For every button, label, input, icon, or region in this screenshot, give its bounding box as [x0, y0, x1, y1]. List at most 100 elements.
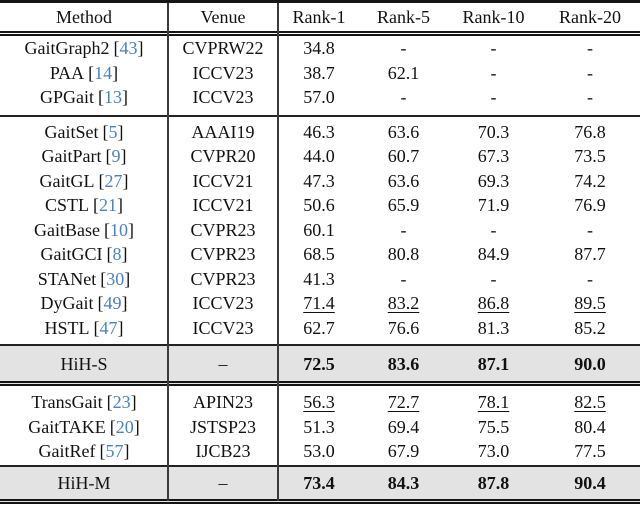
method-cell: HiH-M — [57, 472, 111, 493]
col-header-rank20: Rank-20 — [559, 7, 621, 27]
rank10-value: 73.0 — [477, 441, 510, 462]
venue-cell: – — [218, 353, 228, 374]
table-row: GaitRef [57] IJCB23 53.0 67.9 73.0 77.5 — [0, 439, 640, 464]
rank10-value: 78.1 — [477, 392, 510, 413]
rank5-value: 62.1 — [387, 62, 420, 83]
method-name: GaitGCI — [40, 244, 103, 265]
rank10-value: - — [490, 87, 497, 108]
venue-cell: AAAI19 — [191, 121, 255, 142]
citation-link[interactable]: [20] — [109, 416, 140, 437]
col-header-rank5: Rank-5 — [377, 7, 430, 27]
venue-cell: CVPR23 — [190, 244, 256, 265]
rank1-value: 50.6 — [303, 195, 335, 216]
table-section-3: TransGait [23] APIN23 56.3 72.7 78.1 82.5… — [0, 386, 640, 467]
rank5-value: 80.8 — [387, 244, 420, 265]
table-row: GaitSet [5] AAAI19 46.3 63.6 70.3 76.8 — [0, 120, 640, 145]
method-cell: DyGait [49] — [0, 294, 168, 312]
citation-link[interactable]: [10] — [103, 219, 134, 240]
venue-cell: JSTSP23 — [189, 416, 257, 437]
citation-link[interactable]: [47] — [93, 317, 124, 338]
table-header-row: Method Venue Rank-1 Rank-5 Rank-10 Rank-… — [0, 0, 640, 36]
rank20-value: 77.5 — [574, 441, 606, 462]
rank20-value: 82.5 — [574, 392, 606, 413]
method-cell: GPGait [13] — [0, 88, 168, 106]
citation-number: 23 — [112, 392, 131, 413]
method-name: STANet — [37, 268, 97, 289]
citation-number: 47 — [99, 317, 118, 338]
rank1-value: 68.5 — [303, 244, 335, 265]
table-row: HSTL [47] ICCV23 62.7 76.6 81.3 85.2 — [0, 316, 640, 341]
method-cell: GaitPart [9] — [0, 147, 168, 165]
venue-cell: ICCV21 — [192, 170, 254, 191]
venue-cell: CVPR20 — [190, 146, 256, 167]
citation-link[interactable]: [5] — [102, 121, 124, 142]
citation-link[interactable]: [27] — [98, 170, 129, 191]
method-name: CSTL — [44, 195, 89, 216]
method-name: GaitBase — [34, 219, 100, 240]
rank1-value: 60.1 — [303, 219, 335, 240]
rank20-value: - — [587, 62, 593, 83]
table-row: CSTL [21] ICCV21 50.6 65.9 71.9 76.9 — [0, 193, 640, 218]
citation-link[interactable]: [13] — [98, 87, 128, 108]
rank20-value: 74.2 — [574, 170, 606, 191]
method-cell: GaitSet [5] — [0, 123, 168, 141]
rank5-value: 83.2 — [387, 293, 420, 314]
method-name: GaitTAKE — [28, 416, 106, 437]
citation-link[interactable]: [49] — [97, 293, 128, 314]
rank10-value: 71.9 — [477, 195, 510, 216]
col-header-method: Method — [56, 7, 112, 27]
rank10-value: 87.1 — [477, 353, 510, 374]
rank20-value: 73.5 — [574, 146, 606, 167]
citation-link[interactable]: [21] — [93, 195, 123, 216]
method-name: GaitRef — [38, 441, 96, 462]
citation-number: 13 — [104, 87, 122, 108]
rank5-value: 72.7 — [387, 392, 420, 413]
rank1-value: 56.3 — [303, 392, 335, 413]
method-name: GaitPart — [41, 146, 102, 167]
table-row: GaitGCI [8] CVPR23 68.5 80.8 84.9 87.7 — [0, 242, 640, 267]
rank1-value: 47.3 — [303, 170, 335, 191]
col-header-rank1: Rank-1 — [292, 7, 346, 27]
rank10-value: 75.5 — [477, 416, 510, 437]
table-row: GaitTAKE [20] JSTSP23 51.3 69.4 75.5 80.4 — [0, 415, 640, 440]
rank5-value: 84.3 — [387, 472, 420, 493]
rank5-value: 60.7 — [387, 146, 420, 167]
method-cell: CSTL [21] — [0, 196, 168, 214]
citation-link[interactable]: [30] — [100, 268, 131, 289]
rank10-value: - — [490, 268, 497, 289]
rank5-value: - — [400, 87, 407, 108]
rank10-value: 81.3 — [477, 317, 510, 338]
citation-link[interactable]: [9] — [105, 146, 127, 167]
rank1-value: 51.3 — [303, 416, 335, 437]
citation-number: 5 — [108, 121, 118, 142]
rank1-value: 62.7 — [303, 317, 335, 338]
rank10-value: - — [490, 219, 497, 240]
citation-link[interactable]: [43] — [113, 38, 144, 59]
rank20-value: 76.8 — [574, 121, 606, 142]
method-name: GaitSet — [44, 121, 99, 142]
rank10-value: 87.8 — [477, 472, 510, 493]
citation-link[interactable]: [8] — [106, 244, 128, 265]
citation-number: 27 — [104, 170, 123, 191]
citation-number: 21 — [99, 195, 117, 216]
method-cell: GaitGraph2 [43] — [0, 39, 168, 57]
venue-cell: – — [218, 472, 228, 493]
rank20-value: 85.2 — [574, 317, 606, 338]
citation-link[interactable]: [57] — [99, 441, 130, 462]
venue-cell: ICCV23 — [192, 293, 254, 314]
rank20-value: - — [587, 87, 593, 108]
citation-number: 9 — [111, 146, 121, 167]
venue-cell: APIN23 — [192, 392, 253, 413]
method-name: PAA — [49, 62, 85, 83]
rank10-value: 84.9 — [477, 244, 510, 265]
rank1-value: 44.0 — [303, 146, 335, 167]
rank20-value: 89.5 — [574, 293, 606, 314]
citation-number: 49 — [103, 293, 122, 314]
citation-link[interactable]: [14] — [88, 62, 119, 83]
table-row: DyGait [49] ICCV23 71.4 83.2 86.8 89.5 — [0, 291, 640, 316]
citation-link[interactable]: [23] — [106, 392, 137, 413]
table-section-2: GaitSet [5] AAAI19 46.3 63.6 70.3 76.8 Ga… — [0, 117, 640, 346]
citation-number: 14 — [94, 62, 113, 83]
venue-cell: CVPR23 — [190, 219, 256, 240]
